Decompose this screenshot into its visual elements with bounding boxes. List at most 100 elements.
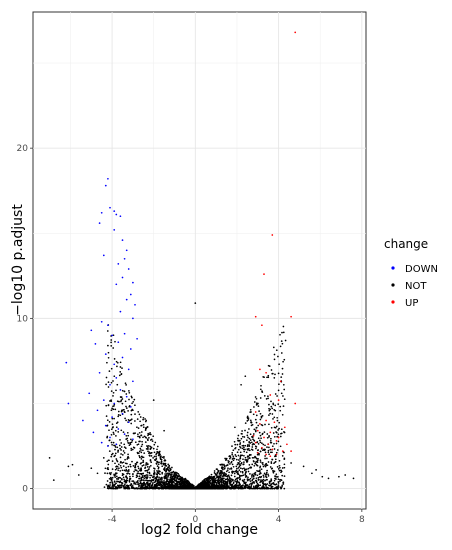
not-point [121,484,123,486]
not-point [234,443,237,446]
not-point [155,457,158,460]
not-point [176,482,179,484]
not-point [116,383,119,386]
not-point [155,478,158,481]
not-point [220,470,223,472]
not-point [221,463,223,466]
not-point [279,486,282,489]
not-point [129,475,131,478]
not-point [244,422,247,424]
down-point [104,353,107,355]
not-point [107,487,110,490]
not-point [247,476,249,479]
not-point [255,447,257,450]
not-point [224,467,226,469]
not-point [283,487,286,490]
not-point [178,483,181,486]
not-point [114,476,117,478]
not-point [186,480,189,482]
not-point [133,487,135,490]
not-point [112,334,115,337]
not-point [262,474,265,477]
not-point [270,400,272,403]
not-point [158,450,161,453]
not-point [165,487,167,490]
not-point [246,461,248,463]
not-point [48,457,51,459]
not-point [265,471,268,474]
not-point [124,470,127,472]
not-point [130,438,132,441]
not-point [175,479,177,481]
down-point [113,363,116,366]
not-point [246,420,249,422]
y-axis-ticks: 0 10 20 [17,144,33,495]
not-point [215,473,217,476]
not-point [128,390,130,392]
not-point [110,339,113,341]
not-point [242,474,245,477]
not-point [110,441,113,444]
not-point [281,331,283,334]
not-point [110,341,112,344]
not-point [122,465,125,467]
not-point [113,358,116,360]
not-point [153,459,156,461]
not-point [141,440,143,443]
not-point [267,374,270,377]
not-point [147,483,150,485]
not-point [239,470,242,473]
not-point [163,462,166,465]
not-point [124,462,127,465]
not-point [137,472,140,475]
not-point [267,449,270,452]
not-point [133,398,136,401]
not-point [266,376,268,379]
not-point [272,403,275,406]
not-point [140,467,142,469]
not-point [272,469,274,472]
not-point [272,471,275,474]
not-point [163,457,165,459]
not-point [121,474,124,477]
not-point [125,393,128,395]
not-point [114,408,117,411]
not-point [124,400,127,403]
not-point [179,475,182,478]
not-point [258,410,260,412]
not-point [278,427,280,430]
not-point [156,473,159,476]
not-point [258,431,261,434]
not-point [142,459,145,462]
y-tick-label: 20 [17,144,29,154]
not-point [259,388,262,391]
not-point [215,481,218,484]
not-point [259,487,262,490]
not-point [158,487,160,490]
not-point [107,484,110,487]
not-point [161,484,164,487]
not-point [156,461,159,464]
not-point [253,464,256,467]
not-point [141,474,144,477]
not-point [156,482,159,485]
not-point [239,467,242,470]
not-point [227,461,230,464]
not-point [112,431,115,434]
not-point [105,483,108,486]
not-point [311,472,313,475]
not-point [163,466,166,469]
not-point [249,408,252,411]
not-point [105,404,108,407]
not-point [148,452,151,454]
down-point [113,402,116,405]
legend-key-up [391,300,395,304]
not-point [134,420,136,422]
not-point [252,433,255,435]
not-point [321,475,324,478]
not-point [281,484,284,487]
not-point [237,472,239,475]
not-point [163,469,166,472]
not-point [264,479,266,482]
data-points [48,31,355,490]
